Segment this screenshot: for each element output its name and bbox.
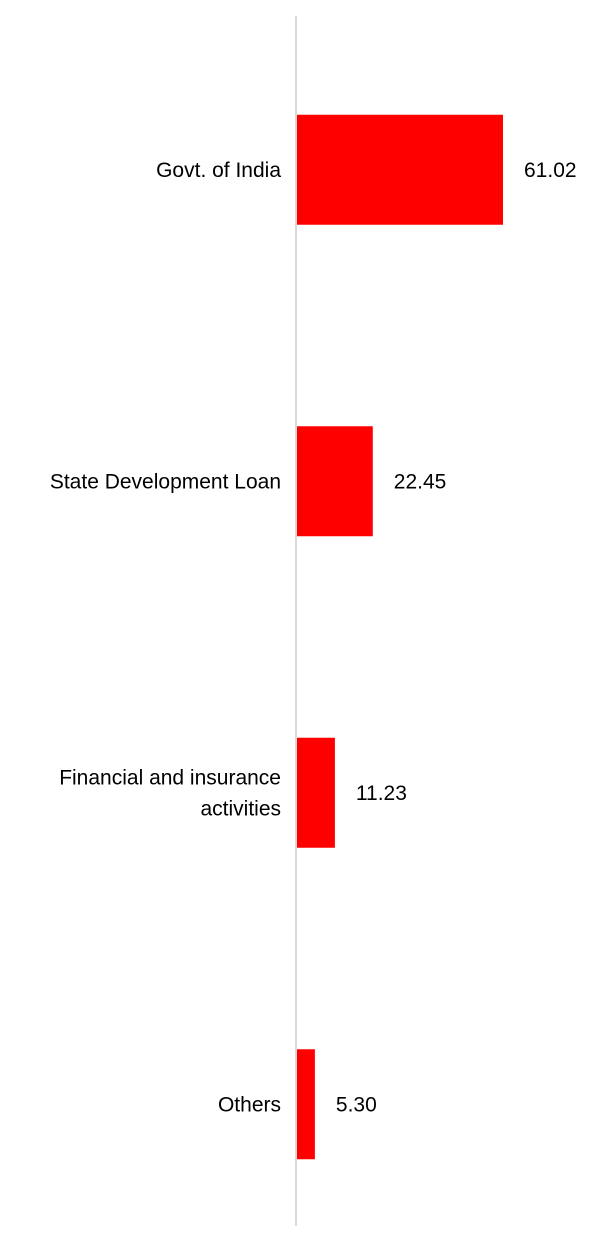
bar-govt-of-india [297,114,503,225]
value-label-financial-and-insurance-activities: 11.23 [356,782,407,805]
category-label-state-development-loan: State Development Loan [50,471,281,494]
bar-others [297,1049,315,1160]
bar-state-development-loan [297,426,373,537]
bar-group: 61.02 Govt. of India 22.45 State Developmen… [50,114,577,1160]
value-label-others: 5.30 [336,1094,377,1117]
value-label-state-development-loan: 22.45 [394,471,447,494]
category-label-govt-of-india: Govt. of India [156,159,281,182]
value-label-govt-of-india: 61.02 [524,159,577,182]
category-label-others: Others [218,1094,281,1117]
bar-financial-and-insurance-activities [297,737,335,848]
category-label-financial-and-insurance-activities: Financial and insurance activities [59,767,281,821]
